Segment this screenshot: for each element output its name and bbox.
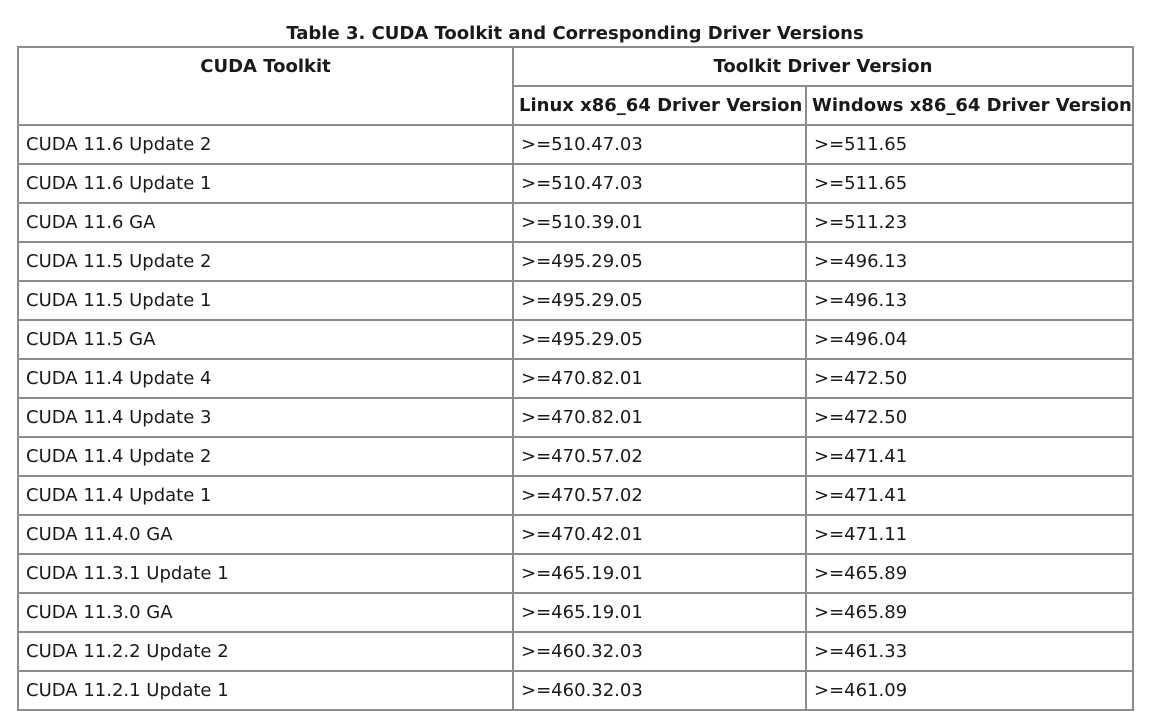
table-row: CUDA 11.2.1 Update 1 >=460.32.03 >=461.0… xyxy=(17,670,1135,711)
header-linux-driver-version: Linux x86_64 Driver Version xyxy=(512,85,807,126)
windows-driver-cell: >=496.13 xyxy=(804,241,1135,282)
cuda-toolkit-cell: CUDA 11.6 GA xyxy=(17,202,514,243)
table-row: CUDA 11.5 Update 1 >=495.29.05 >=496.13 xyxy=(17,280,1135,321)
subheader-row: Linux x86_64 Driver Version Windows x86_… xyxy=(18,85,1135,126)
table-row: CUDA 11.4 Update 2 >=470.57.02 >=471.41 xyxy=(17,436,1135,477)
table-row: CUDA 11.4.0 GA >=470.42.01 >=471.11 xyxy=(17,514,1135,555)
table-row: CUDA 11.2.2 Update 2 >=460.32.03 >=461.3… xyxy=(17,631,1135,672)
table-row: CUDA 11.6 Update 1 >=510.47.03 >=511.65 xyxy=(17,163,1135,204)
linux-driver-cell: >=460.32.03 xyxy=(512,631,807,672)
linux-driver-cell: >=495.29.05 xyxy=(512,241,807,282)
table-row: CUDA 11.4 Update 4 >=470.82.01 >=472.50 xyxy=(17,358,1135,399)
linux-driver-cell: >=510.47.03 xyxy=(512,124,807,165)
table-row: CUDA 11.4 Update 3 >=470.82.01 >=472.50 xyxy=(17,397,1135,438)
linux-driver-cell: >=495.29.05 xyxy=(512,319,807,360)
windows-driver-cell: >=461.33 xyxy=(804,631,1135,672)
windows-driver-cell: >=465.89 xyxy=(804,553,1135,594)
linux-driver-cell: >=495.29.05 xyxy=(512,280,807,321)
cuda-toolkit-cell: CUDA 11.5 GA xyxy=(17,319,514,360)
linux-driver-cell: >=465.19.01 xyxy=(512,553,807,594)
windows-driver-cell: >=472.50 xyxy=(804,358,1135,399)
windows-driver-cell: >=471.41 xyxy=(804,475,1135,516)
table-header: CUDA Toolkit Toolkit Driver Version Linu… xyxy=(17,46,1135,126)
driver-version-table: CUDA Toolkit Toolkit Driver Version Linu… xyxy=(17,46,1135,711)
cuda-toolkit-cell: CUDA 11.3.0 GA xyxy=(17,592,514,633)
linux-driver-cell: >=470.57.02 xyxy=(512,475,807,516)
cuda-toolkit-cell: CUDA 11.2.1 Update 1 xyxy=(17,670,514,711)
linux-driver-cell: >=510.39.01 xyxy=(512,202,807,243)
table-row: CUDA 11.6 Update 2 >=510.47.03 >=511.65 xyxy=(17,124,1135,165)
cuda-toolkit-cell: CUDA 11.5 Update 1 xyxy=(17,280,514,321)
table-caption: Table 3. CUDA Toolkit and Corresponding … xyxy=(286,23,864,44)
cuda-toolkit-cell: CUDA 11.5 Update 2 xyxy=(17,241,514,282)
header-row: CUDA Toolkit Toolkit Driver Version xyxy=(17,46,1135,126)
header-toolkit-driver-version: Toolkit Driver Version xyxy=(511,46,1135,87)
linux-driver-cell: >=470.82.01 xyxy=(512,397,807,438)
cuda-toolkit-cell: CUDA 11.4 Update 1 xyxy=(17,475,514,516)
table-row: CUDA 11.5 GA >=495.29.05 >=496.04 xyxy=(17,319,1135,360)
windows-driver-cell: >=465.89 xyxy=(804,592,1135,633)
header-cuda-toolkit: CUDA Toolkit xyxy=(17,46,514,126)
table-row: CUDA 11.3.0 GA >=465.19.01 >=465.89 xyxy=(17,592,1135,633)
cuda-toolkit-cell: CUDA 11.4 Update 4 xyxy=(17,358,514,399)
cuda-toolkit-cell: CUDA 11.4 Update 3 xyxy=(17,397,514,438)
table-body: CUDA 11.6 Update 2 >=510.47.03 >=511.65 … xyxy=(17,124,1135,711)
cuda-toolkit-cell: CUDA 11.2.2 Update 2 xyxy=(17,631,514,672)
linux-driver-cell: >=470.82.01 xyxy=(512,358,807,399)
cuda-toolkit-cell: CUDA 11.6 Update 2 xyxy=(17,124,514,165)
windows-driver-cell: >=511.23 xyxy=(804,202,1135,243)
windows-driver-cell: >=471.41 xyxy=(804,436,1135,477)
windows-driver-cell: >=471.11 xyxy=(804,514,1135,555)
linux-driver-cell: >=470.42.01 xyxy=(512,514,807,555)
windows-driver-cell: >=472.50 xyxy=(804,397,1135,438)
windows-driver-cell: >=511.65 xyxy=(804,124,1135,165)
linux-driver-cell: >=470.57.02 xyxy=(512,436,807,477)
windows-driver-cell: >=496.04 xyxy=(804,319,1135,360)
header-windows-driver-version: Windows x86_64 Driver Version xyxy=(804,85,1135,126)
windows-driver-cell: >=461.09 xyxy=(804,670,1135,711)
cuda-toolkit-cell: CUDA 11.6 Update 1 xyxy=(17,163,514,204)
linux-driver-cell: >=460.32.03 xyxy=(512,670,807,711)
table-row: CUDA 11.5 Update 2 >=495.29.05 >=496.13 xyxy=(17,241,1135,282)
windows-driver-cell: >=496.13 xyxy=(804,280,1135,321)
table-row: CUDA 11.4 Update 1 >=470.57.02 >=471.41 xyxy=(17,475,1135,516)
windows-driver-cell: >=511.65 xyxy=(804,163,1135,204)
table-row: CUDA 11.3.1 Update 1 >=465.19.01 >=465.8… xyxy=(17,553,1135,594)
table-row: CUDA 11.6 GA >=510.39.01 >=511.23 xyxy=(17,202,1135,243)
cuda-toolkit-cell: CUDA 11.3.1 Update 1 xyxy=(17,553,514,594)
linux-driver-cell: >=510.47.03 xyxy=(512,163,807,204)
cuda-toolkit-cell: CUDA 11.4 Update 2 xyxy=(17,436,514,477)
cuda-toolkit-cell: CUDA 11.4.0 GA xyxy=(17,514,514,555)
linux-driver-cell: >=465.19.01 xyxy=(512,592,807,633)
